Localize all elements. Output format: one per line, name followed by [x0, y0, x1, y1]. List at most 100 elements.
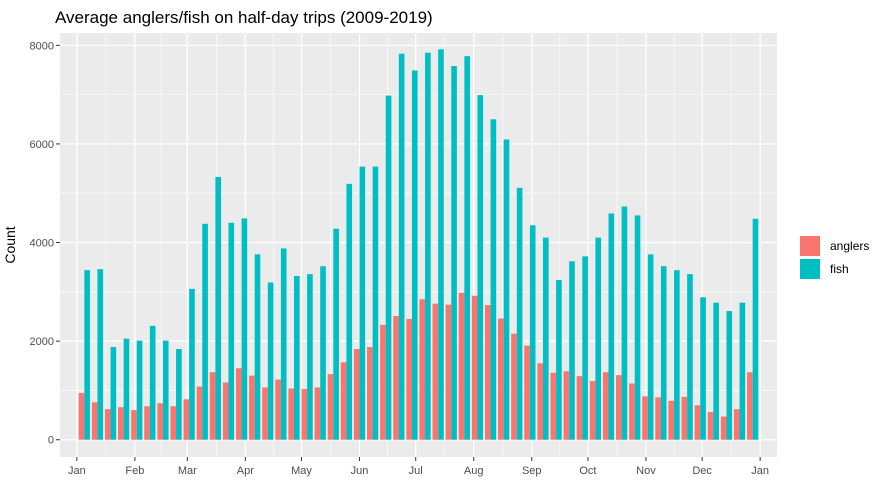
y-tick-label: 0 — [48, 435, 54, 447]
bar-anglers — [484, 305, 491, 440]
bar-anglers — [367, 347, 373, 440]
bar-fish — [647, 254, 654, 440]
bar-fish — [542, 237, 549, 440]
bar-fish — [634, 215, 641, 440]
legend-item-fish: fish — [800, 257, 869, 280]
x-tick-label: May — [291, 465, 312, 477]
bar-fish — [752, 218, 759, 440]
x-tick-label: Jan — [68, 465, 86, 477]
bar-fish — [202, 223, 208, 440]
bar-anglers — [602, 372, 609, 440]
bar-anglers — [432, 303, 439, 440]
bar-anglers — [209, 372, 216, 440]
bar-fish — [189, 288, 195, 440]
bar-fish — [84, 270, 90, 440]
bar-fish — [346, 183, 353, 440]
x-tick-label: Aug — [464, 465, 484, 477]
bar-anglers — [550, 372, 557, 440]
bar-fish — [621, 206, 628, 440]
bar-anglers — [78, 392, 85, 440]
bar-anglers — [249, 375, 255, 440]
bar-anglers — [616, 375, 622, 440]
bar-fish — [569, 261, 575, 440]
bar-anglers — [733, 409, 740, 440]
bar-fish — [320, 266, 326, 440]
bar-fish — [267, 282, 274, 440]
bar-fish — [556, 280, 562, 440]
bar-anglers — [511, 333, 517, 440]
bar-anglers — [327, 374, 334, 440]
bar-anglers — [707, 412, 714, 440]
bar-anglers — [406, 318, 412, 440]
bar-fish — [438, 49, 444, 440]
bar-fish — [464, 56, 470, 440]
bar-anglers — [118, 407, 124, 440]
bar-fish — [333, 228, 339, 440]
bar-anglers — [157, 403, 163, 440]
axes: 0 2000 4000 6000 8000 Jan Feb Mar Apr May Jun Jul Au… — [30, 40, 770, 477]
bar-anglers — [720, 416, 727, 440]
bar-fish — [176, 349, 182, 440]
bar-anglers — [576, 376, 583, 440]
bar-anglers — [681, 396, 688, 440]
legend-item-anglers: anglers — [800, 234, 869, 257]
bar-fish — [660, 266, 667, 440]
bar-anglers — [655, 397, 661, 440]
bar-anglers — [144, 406, 150, 440]
bar-anglers — [393, 316, 399, 440]
bar-fish — [700, 297, 706, 440]
y-tick-label: 2000 — [30, 336, 54, 348]
bar-anglers — [445, 304, 452, 440]
x-tick-label: Jun — [351, 465, 369, 477]
bar-fish — [307, 274, 313, 440]
bar-anglers — [537, 363, 543, 440]
bar-fish — [123, 338, 130, 440]
bar-anglers — [262, 387, 268, 440]
legend-label-fish: fish — [830, 261, 849, 276]
bar-anglers — [104, 409, 111, 440]
bar-fish — [162, 340, 169, 440]
bar-anglers — [91, 402, 98, 440]
bar-fish — [280, 248, 287, 440]
bar-anglers — [747, 372, 753, 440]
bar-anglers — [694, 405, 701, 440]
bar-anglers — [419, 299, 426, 440]
bar-fish — [359, 166, 366, 440]
bar-fish — [215, 176, 221, 440]
x-tick-label: Apr — [237, 465, 254, 477]
legend-key-anglers — [800, 235, 820, 256]
bar-fish — [110, 347, 117, 440]
bar-anglers — [668, 400, 675, 440]
bar-fish — [425, 52, 431, 440]
bar-fish — [294, 276, 300, 440]
bar-fish — [529, 225, 536, 440]
bar-anglers — [524, 345, 530, 440]
bar-fish — [739, 302, 746, 440]
chart-title: Average anglers/fish on half-day trips (… — [55, 8, 433, 27]
bar-fish — [254, 254, 261, 440]
bar-fish — [687, 274, 693, 440]
bar-fish — [451, 66, 457, 440]
bar-fish — [385, 95, 392, 440]
bar-anglers — [301, 388, 308, 440]
bar-fish — [674, 270, 680, 440]
x-tick-label: Mar — [178, 465, 197, 477]
bar-fish — [477, 95, 484, 440]
bar-fish — [149, 325, 156, 440]
bar-fish — [411, 70, 418, 440]
legend-key-fish — [800, 258, 820, 279]
x-tick-label: Feb — [125, 465, 144, 477]
x-tick-label: Dec — [692, 465, 712, 477]
bar-fish — [372, 166, 379, 440]
bar-fish — [398, 53, 405, 440]
bar-anglers — [498, 318, 504, 440]
x-tick-label: Oct — [579, 465, 596, 477]
bar-fish — [608, 213, 615, 440]
bar-anglers — [471, 295, 478, 440]
bar-anglers — [629, 383, 635, 440]
bar-fish — [136, 340, 143, 440]
bar-fish — [241, 218, 248, 440]
bar-fish — [595, 237, 602, 440]
bar-anglers — [288, 388, 295, 440]
